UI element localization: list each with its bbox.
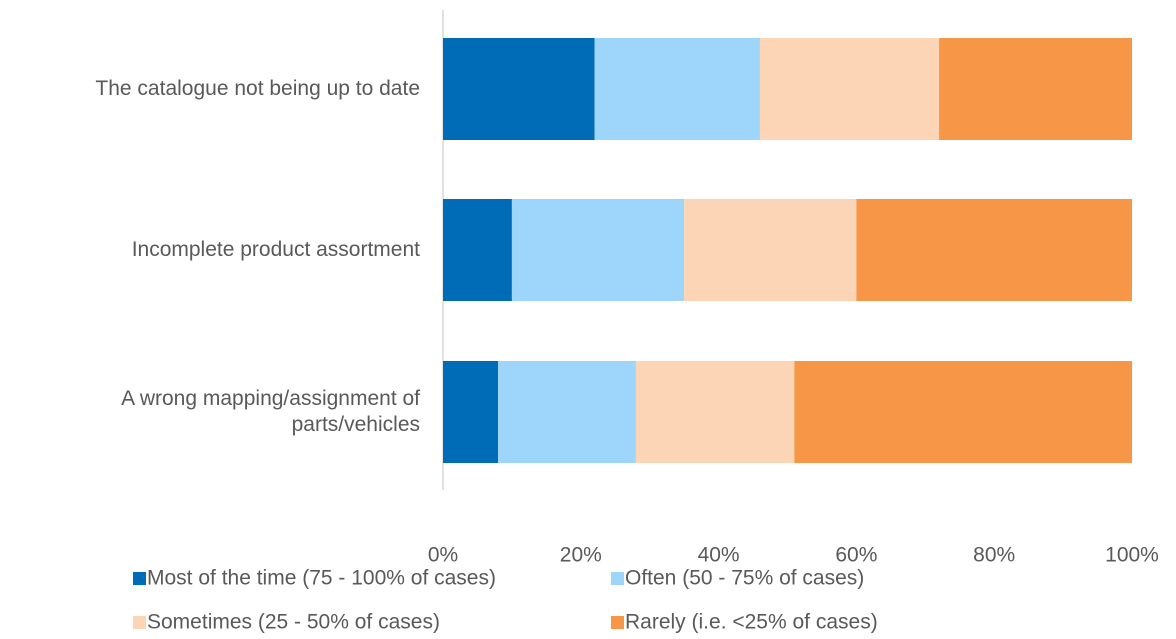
bar-segment xyxy=(684,199,857,301)
x-tick-label: 80% xyxy=(973,544,1015,567)
legend-label: Sometimes (25 - 50% of cases) xyxy=(147,611,440,634)
category-label: The catalogue not being up to date xyxy=(95,77,420,100)
bar-segment xyxy=(594,38,760,140)
legend-marker xyxy=(611,616,624,629)
legend-label: Most of the time (75 - 100% of cases) xyxy=(147,567,496,590)
bar-segment xyxy=(794,361,1132,463)
legend-marker xyxy=(133,572,146,585)
bar-segment xyxy=(498,361,636,463)
x-tick-label: 60% xyxy=(835,544,877,567)
bar-segment xyxy=(939,38,1132,140)
bar-segment xyxy=(511,199,685,301)
x-tick-label: 20% xyxy=(560,544,602,567)
bar-segment xyxy=(443,38,595,140)
x-tick-label: 0% xyxy=(428,544,458,567)
category-label: A wrong mapping/assignment of parts/vehi… xyxy=(121,387,420,436)
x-tick-label: 40% xyxy=(698,544,740,567)
category-label: Incomplete product assortment xyxy=(131,238,420,261)
legend-label: Rarely (i.e. <25% of cases) xyxy=(625,611,878,634)
bar-segment xyxy=(856,199,1132,301)
bar-segment xyxy=(443,199,512,301)
legend-marker xyxy=(611,572,624,585)
bar-segment xyxy=(635,361,795,463)
bar-segment xyxy=(443,361,499,463)
bar-segment xyxy=(759,38,940,140)
x-tick-label: 100% xyxy=(1105,544,1159,567)
legend-label: Often (50 - 75% of cases) xyxy=(625,567,864,590)
legend-marker xyxy=(133,616,146,629)
